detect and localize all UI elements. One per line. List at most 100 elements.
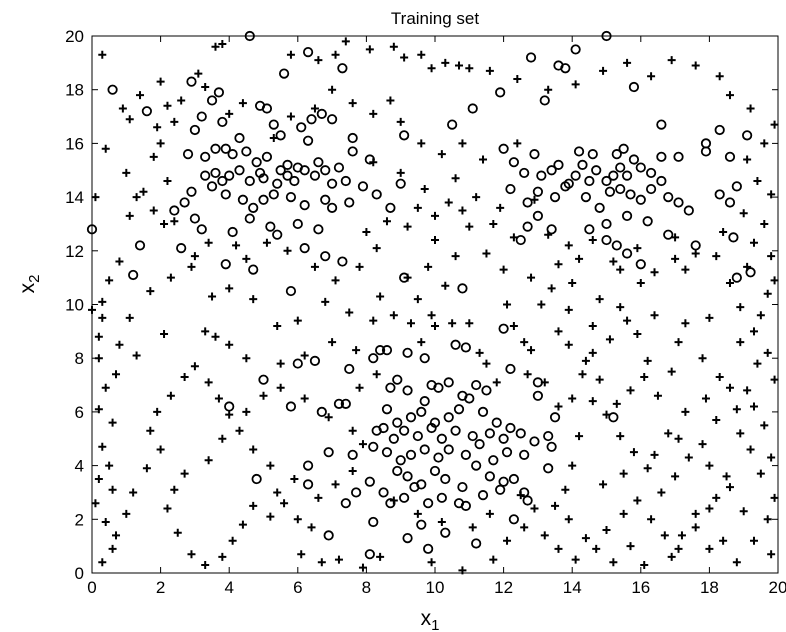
plus-point [647, 515, 656, 524]
plus-point [485, 509, 494, 518]
circle-point [347, 146, 358, 157]
circle-point [460, 342, 471, 353]
circle-point [529, 149, 540, 160]
plus-point [746, 104, 755, 113]
circle-point [302, 460, 314, 471]
circle-point [515, 234, 526, 246]
plus-point [660, 531, 669, 540]
circle-point [525, 52, 537, 63]
plus-point [681, 407, 690, 416]
circle-point [604, 186, 616, 197]
plus-point [564, 305, 573, 314]
plus-point [715, 72, 724, 81]
circle-point [440, 473, 451, 485]
circle-point [426, 422, 437, 434]
x-axis-label-subscript: 1 [431, 617, 439, 632]
plus-point [166, 273, 175, 282]
plus-point [376, 552, 385, 561]
circle-point [423, 543, 434, 554]
plus-point [650, 311, 659, 320]
plus-point [719, 536, 728, 545]
plus-point [736, 338, 745, 347]
circle-point [488, 455, 499, 466]
circle-point [399, 425, 410, 436]
circle-point [471, 538, 482, 549]
circle-point [460, 449, 471, 460]
circle-point [621, 210, 633, 221]
plus-point [365, 45, 374, 54]
y-tick-label: 20 [65, 27, 84, 46]
plus-point [431, 321, 439, 330]
circle-point [234, 132, 245, 144]
plus-point [746, 445, 755, 454]
plus-point [420, 185, 429, 194]
plus-point [372, 244, 381, 253]
y-axis-label-main: x [16, 282, 39, 293]
circle-point [477, 490, 489, 501]
circle-point [395, 455, 406, 466]
circle-point [419, 353, 430, 364]
circle-point [186, 76, 197, 87]
plus-point [101, 144, 110, 153]
plus-point [595, 295, 604, 304]
plus-point [163, 101, 172, 110]
plus-point [94, 405, 103, 414]
plus-point [389, 311, 398, 320]
circle-point [179, 197, 190, 208]
plus-point [413, 203, 422, 212]
plus-point [424, 262, 433, 271]
circle-point [368, 353, 379, 364]
circle-point [546, 441, 557, 452]
plus-point [180, 469, 189, 478]
plus-point [719, 228, 728, 237]
plus-point [767, 453, 776, 462]
circle-point [464, 393, 475, 404]
circle-point [299, 243, 310, 254]
plus-point [691, 61, 700, 70]
plus-point [345, 308, 354, 317]
circle-point [635, 259, 646, 270]
circle-point [570, 44, 581, 55]
circle-point [399, 130, 410, 141]
circle-point [248, 202, 259, 213]
plus-point [592, 544, 601, 553]
plus-point [262, 238, 271, 247]
circle-point [546, 165, 557, 176]
circle-point [663, 229, 674, 240]
plus-point [249, 445, 258, 454]
y-axis-ticks: 0 2 4 6 8 10 12 14 16 18 20 [65, 27, 778, 583]
circle-point [453, 404, 465, 415]
plus-point [317, 558, 326, 567]
circle-point [477, 406, 489, 417]
plus-point [290, 475, 299, 484]
data-markers [86, 30, 779, 575]
y-tick-label: 2 [75, 510, 84, 529]
circle-point [224, 401, 235, 412]
circle-point [621, 248, 633, 259]
plus-point [575, 254, 584, 263]
plus-point [352, 346, 361, 355]
plus-point [307, 523, 316, 532]
plus-point [163, 176, 172, 185]
plus-point [698, 440, 707, 449]
plus-point [218, 552, 227, 561]
plus-point [417, 50, 426, 59]
circle-point [731, 181, 742, 192]
plus-point [160, 219, 169, 228]
plus-point [170, 217, 179, 226]
circle-point [371, 189, 382, 200]
plus-point [571, 80, 580, 89]
circle-point [248, 264, 259, 275]
plus-point [163, 504, 172, 513]
circle-point [378, 422, 389, 434]
plus-point [544, 85, 553, 94]
circle-point [141, 106, 152, 117]
plus-point [280, 499, 289, 508]
plus-point [201, 83, 210, 92]
plus-point [609, 558, 618, 567]
plus-point [725, 91, 734, 100]
circle-point [532, 186, 544, 197]
plus-point [108, 418, 117, 427]
plus-point [674, 434, 683, 443]
